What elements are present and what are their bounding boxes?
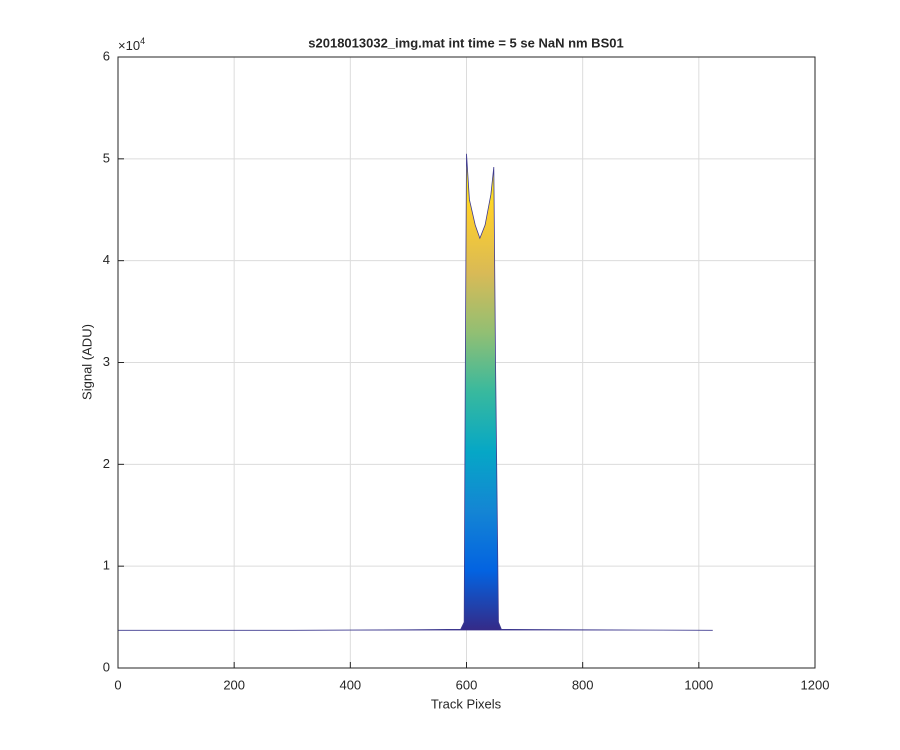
y-tick-label: 3	[103, 354, 110, 369]
x-tick-label: 600	[456, 677, 478, 692]
x-axis-label: Track Pixels	[431, 696, 502, 711]
y-tick-label: 6	[103, 48, 110, 63]
x-tick-label: 200	[223, 677, 245, 692]
y-tick-label: 0	[103, 659, 110, 674]
chart-title: s2018013032_img.mat int time = 5 se NaN …	[308, 35, 623, 50]
signal-line	[118, 153, 713, 631]
x-tick-label: 400	[339, 677, 361, 692]
y-multiplier-exponent: 4	[140, 36, 145, 46]
y-multiplier: ×104	[118, 36, 145, 53]
axes-box	[117, 56, 816, 669]
y-tick-label: 2	[103, 456, 110, 471]
x-tick-label: 1200	[801, 677, 830, 692]
y-axis-label: Signal (ADU)	[79, 324, 94, 400]
x-tick-label: 1000	[684, 677, 713, 692]
y-tick-label: 1	[103, 558, 110, 573]
x-tick-label: 800	[572, 677, 594, 692]
y-tick-label: 4	[103, 252, 110, 267]
x-tick-label: 0	[114, 677, 121, 692]
y-multiplier-base: ×10	[118, 38, 140, 53]
y-tick-label: 5	[103, 150, 110, 165]
